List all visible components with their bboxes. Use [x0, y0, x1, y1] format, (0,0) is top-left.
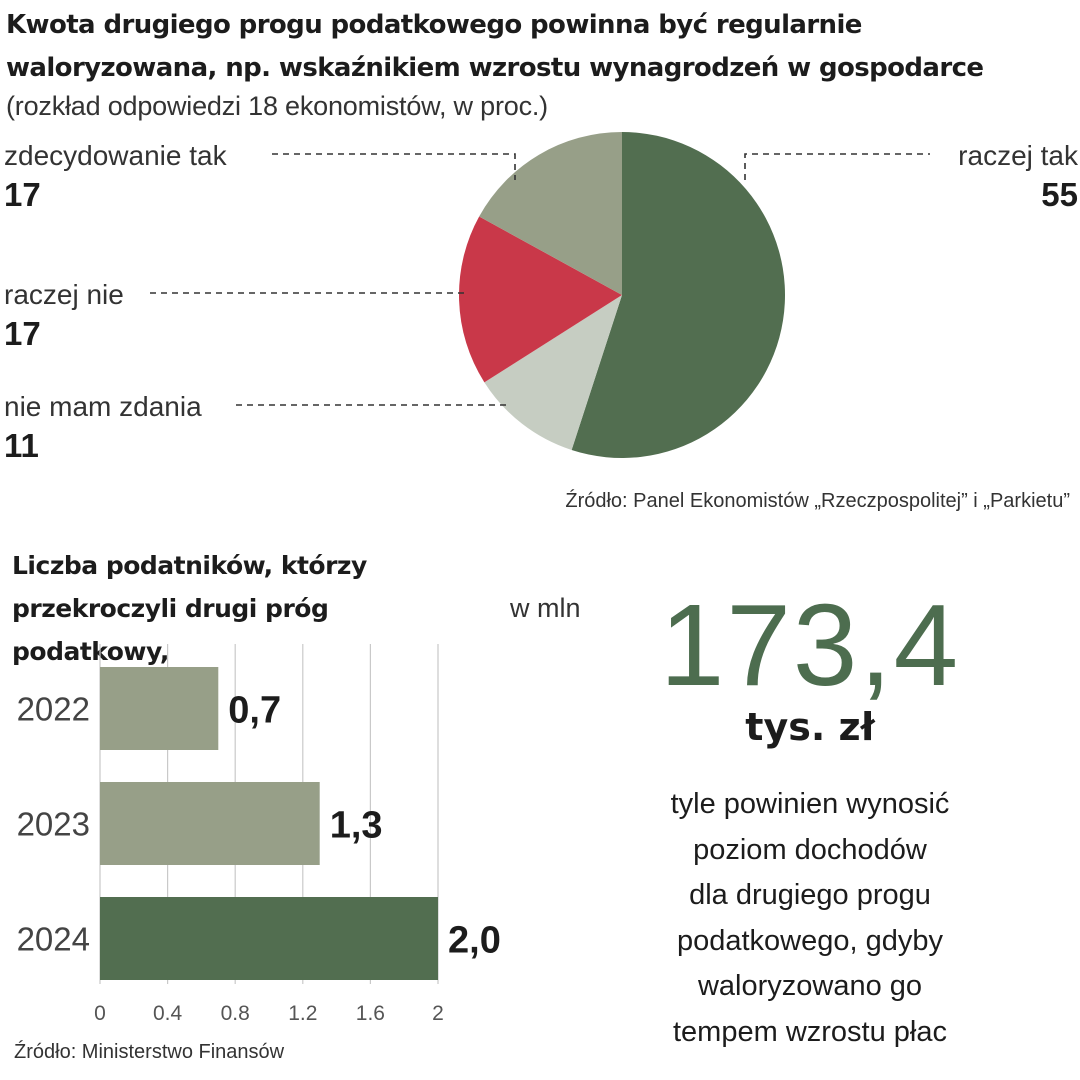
pie-value-nie-mam-zdania: 11: [4, 427, 39, 464]
bar-chart-title-text: Liczba podatników, którzy przekroczyli d…: [12, 551, 367, 666]
highlight-description-line: tempem wzrostu płac: [673, 1015, 947, 1048]
bar-value-label: 1,3: [330, 805, 383, 847]
leader-line-raczej-tak: [744, 153, 930, 180]
highlight-description-line: podatkowego, gdyby: [676, 924, 944, 957]
bar-chart-unit: w mln: [510, 593, 581, 623]
highlight-unit: tys. zł: [745, 705, 875, 749]
x-tick-label: 1.6: [356, 1002, 385, 1025]
pie-slice-nie-mam-zdania: [484, 295, 622, 451]
pie-value-raczej-tak: 55: [1041, 176, 1078, 213]
x-tick-label: 2: [432, 1002, 444, 1025]
pie-slice-raczej-tak: [571, 132, 786, 458]
bar-2022: [100, 667, 219, 750]
pie-value-raczej-nie: 17: [4, 315, 41, 352]
highlight-description: tyle powinien wynosić poziom dochodów dl…: [620, 782, 1000, 1055]
x-tick-label: 0.8: [221, 1002, 250, 1025]
bar-source: Źródło: Ministerstwo Finansów: [14, 1041, 285, 1063]
x-tick-label: 1.2: [288, 1002, 317, 1025]
bar-2023: [100, 782, 320, 865]
highlight-description-line: dla drugiego progu: [689, 879, 931, 911]
x-tick-label: 0.4: [153, 1002, 183, 1025]
bar-value-label: 0,7: [228, 690, 281, 732]
highlight-description-line: waloryzowano go: [697, 970, 923, 1002]
pie-chart-subtitle: (rozkład odpowiedzi 18 ekonomistów, w pr…: [6, 91, 548, 121]
bar-2024: [100, 897, 438, 980]
pie-label-zdecydowanie-tak: zdecydowanie tak: [4, 140, 227, 171]
pie-value-zdecydowanie-tak: 17: [4, 176, 41, 213]
pie-label-raczej-nie: raczej nie: [4, 279, 124, 310]
pie-slice-raczej-nie: [458, 216, 622, 383]
pie-chart-title: Kwota drugiego progu podatkowego powinna…: [6, 10, 984, 83]
x-tick-label: 0: [94, 1002, 106, 1025]
leader-line-zdecydowanie-tak: [272, 153, 516, 180]
bar-chart-unit-wrap: w mln: [510, 587, 581, 630]
bar-category-label: 2023: [17, 806, 90, 843]
pie-source: Źródło: Panel Ekonomistów „Rzeczpospolit…: [565, 490, 1070, 512]
bar-value-label: 2,0: [448, 920, 501, 962]
bar-chart: 2022 0,7 2023 1,3 2024 2,0 0 0.4 0.8 1.2 1.6 2: [17, 644, 501, 1025]
bar-category-label: 2022: [17, 691, 90, 728]
highlight-description-line: tyle powinien wynosić: [670, 788, 950, 820]
bar-chart-title: Liczba podatników, którzy przekroczyli d…: [12, 544, 432, 673]
highlight-description-line: poziom dochodów: [693, 833, 927, 866]
bar-category-label: 2024: [17, 921, 90, 958]
pie-label-raczej-tak: raczej tak: [958, 140, 1078, 171]
pie-slice-zdecydowanie-tak: [479, 132, 622, 295]
highlight-number: 173,4: [659, 580, 961, 710]
leader-lines: [150, 153, 930, 406]
pie-chart: [150, 132, 930, 458]
pie-label-nie-mam-zdania: nie mam zdania: [4, 391, 202, 422]
